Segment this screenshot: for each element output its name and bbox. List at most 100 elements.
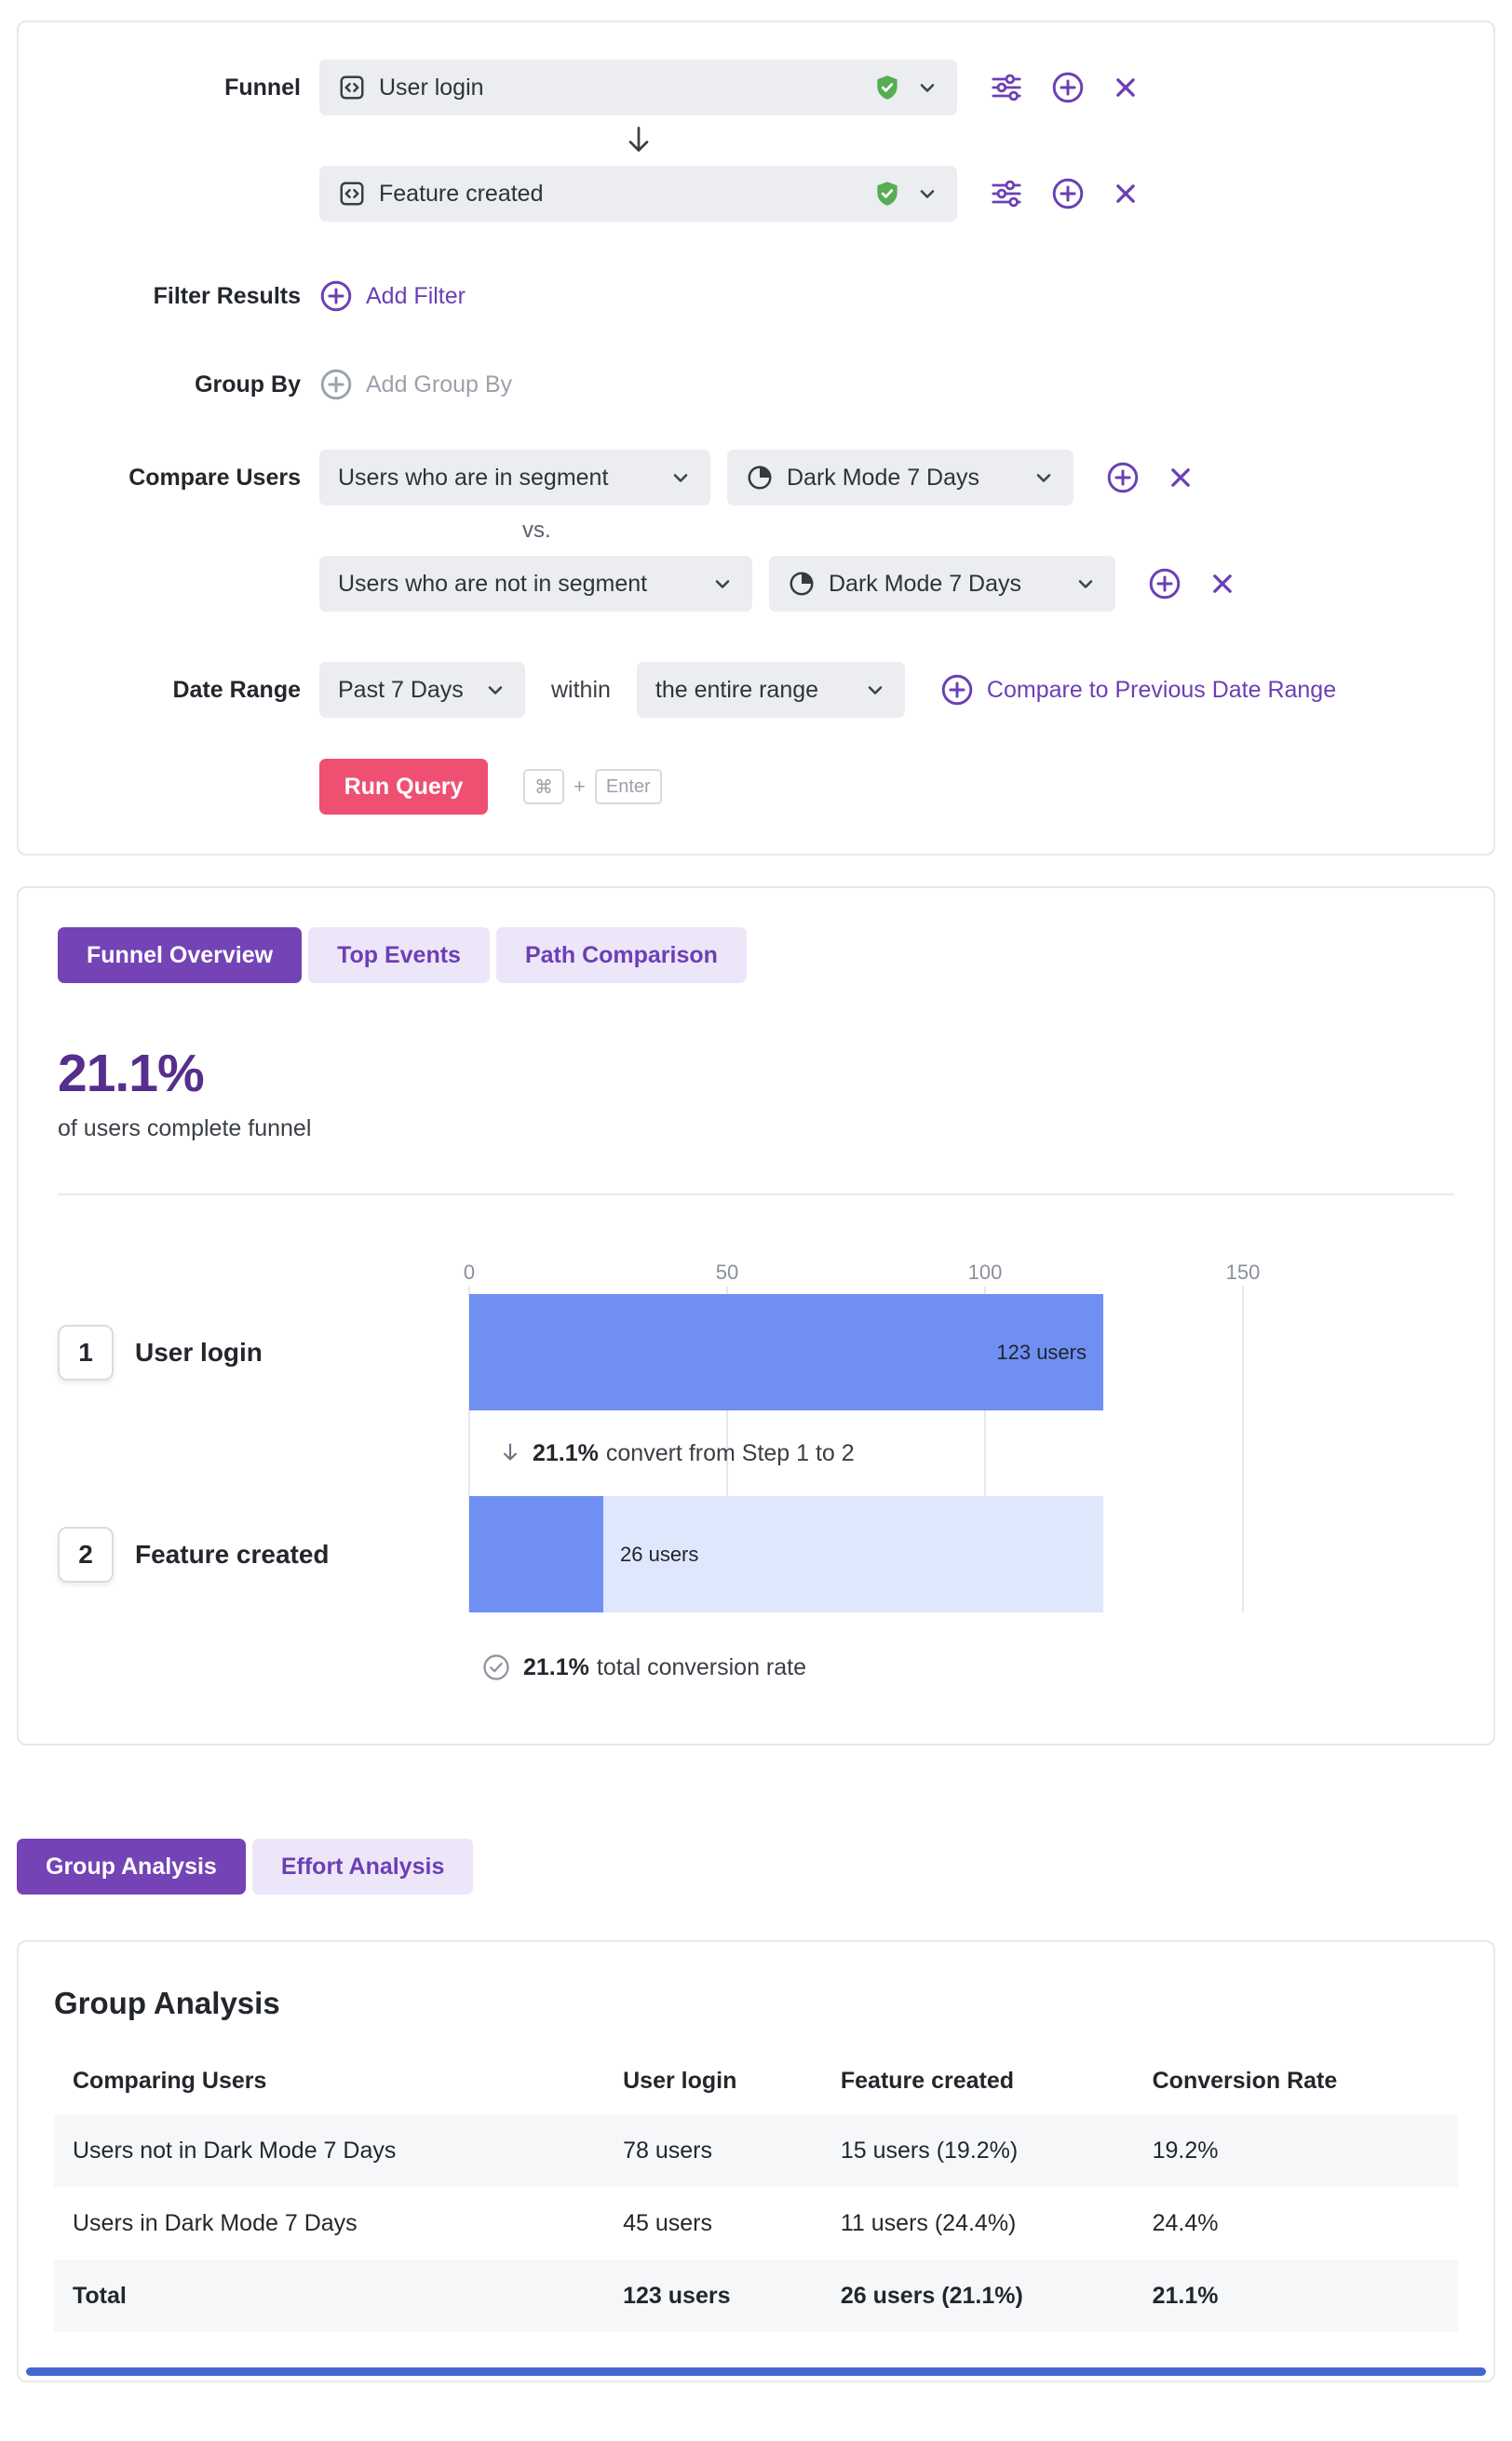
step-label: User login xyxy=(135,1337,263,1367)
total-conversion-percent: 21.1% xyxy=(523,1653,589,1680)
date-range-value: Past 7 Days xyxy=(338,676,464,703)
add-comparison-button[interactable] xyxy=(1106,461,1140,494)
table-total-row: Total 123 users 26 users (21.1%) 21.1% xyxy=(54,2259,1458,2332)
analysis-tabs: Group Analysis Effort Analysis xyxy=(17,1839,1512,1895)
segment-criteria-select[interactable]: Users who are in segment xyxy=(319,450,710,506)
funnel-step-row: Feature created xyxy=(319,166,1139,222)
group-by-row: Group By Add Group By xyxy=(19,368,1493,401)
chevron-down-icon xyxy=(916,76,938,99)
step-number-badge: 1 xyxy=(58,1324,114,1381)
event-icon xyxy=(338,74,366,101)
step-conversion-percent: 21.1% xyxy=(533,1439,599,1466)
step-settings-button[interactable] xyxy=(990,177,1023,210)
conversion-caption: of users complete funnel xyxy=(58,1115,312,1141)
group-by-label: Group By xyxy=(195,371,301,398)
run-query-button[interactable]: Run Query xyxy=(319,759,488,815)
axis-tick: 150 xyxy=(1225,1261,1261,1284)
pie-chart-icon xyxy=(746,464,774,492)
segment-value: Dark Mode 7 Days xyxy=(787,464,980,491)
cell-feature-created: 15 users (19.2%) xyxy=(840,2137,1019,2164)
cell-user-login: 123 users xyxy=(623,2282,731,2309)
event-select-step-1[interactable]: User login xyxy=(319,60,957,115)
total-conversion-text: total conversion rate xyxy=(596,1653,807,1680)
event-name: User login xyxy=(379,74,484,101)
event-select-step-2[interactable]: Feature created xyxy=(319,166,957,222)
divider xyxy=(58,1194,1454,1195)
results-tabs: Funnel Overview Top Events Path Comparis… xyxy=(58,927,1454,983)
funnel-step-row: User login xyxy=(319,60,1139,115)
arrow-down-icon xyxy=(499,1441,521,1465)
cell-group: Users in Dark Mode 7 Days xyxy=(73,2209,358,2236)
step-number-badge: 2 xyxy=(58,1526,114,1583)
step-2-bar-value: 26 users xyxy=(620,1542,699,1566)
run-query-row: Run Query ⌘ + Enter xyxy=(19,759,1493,815)
compare-previous-range-button[interactable]: Compare to Previous Date Range xyxy=(940,673,1336,707)
pie-chart-icon xyxy=(788,570,816,598)
tab-top-events[interactable]: Top Events xyxy=(308,927,490,983)
step-conversion-text: convert from Step 1 to 2 xyxy=(605,1439,855,1466)
vs-label: vs. xyxy=(522,518,551,543)
tab-path-comparison[interactable]: Path Comparison xyxy=(495,927,747,983)
funnel-results-card: Funnel Overview Top Events Path Comparis… xyxy=(17,886,1495,1746)
plus-circle-icon xyxy=(319,279,353,313)
within-label: within xyxy=(551,676,611,703)
segment-criteria-select[interactable]: Users who are not in segment xyxy=(319,556,752,612)
add-comparison-button[interactable] xyxy=(1148,567,1181,600)
funnel-step-2-row: 2 Feature created 26 users xyxy=(58,1496,1454,1612)
vs-row: vs. xyxy=(19,506,1493,556)
add-group-by-button[interactable]: Add Group By xyxy=(319,368,512,401)
remove-comparison-button[interactable] xyxy=(1209,571,1235,597)
date-scope-select[interactable]: the entire range xyxy=(636,662,905,718)
compare-previous-range-label: Compare to Previous Date Range xyxy=(986,676,1337,703)
table-row: Users not in Dark Mode 7 Days 78 users 1… xyxy=(54,2114,1458,2187)
step-settings-button[interactable] xyxy=(990,71,1023,104)
plus-circle-icon xyxy=(940,673,974,707)
group-analysis-table: Comparing Users User login Feature creat… xyxy=(54,2047,1458,2332)
criteria-value: Users who are not in segment xyxy=(338,570,648,597)
step-conversion-row: 21.1% convert from Step 1 to 2 xyxy=(469,1410,1454,1496)
remove-comparison-button[interactable] xyxy=(1168,465,1194,491)
step-label: Feature created xyxy=(135,1539,330,1569)
date-range-label: Date Range xyxy=(172,676,301,703)
tab-group-analysis[interactable]: Group Analysis xyxy=(17,1839,246,1895)
filter-results-row: Filter Results Add Filter xyxy=(19,279,1493,313)
cell-group: Total xyxy=(73,2282,127,2309)
add-step-button[interactable] xyxy=(1051,71,1085,104)
col-header-comparing-users: Comparing Users xyxy=(73,2067,267,2094)
chevron-down-icon xyxy=(484,679,506,701)
segment-select[interactable]: Dark Mode 7 Days xyxy=(769,556,1115,612)
add-step-button[interactable] xyxy=(1051,177,1085,210)
remove-step-button[interactable] xyxy=(1113,181,1139,207)
cell-user-login: 78 users xyxy=(623,2137,713,2164)
tab-funnel-overview[interactable]: Funnel Overview xyxy=(58,927,303,983)
tab-effort-analysis[interactable]: Effort Analysis xyxy=(251,1839,474,1895)
segment-select[interactable]: Dark Mode 7 Days xyxy=(727,450,1073,506)
check-circle-icon xyxy=(482,1653,510,1681)
chart-axis: 0 50 100 150 xyxy=(464,1247,1454,1294)
chevron-down-icon xyxy=(916,182,938,205)
page-bottom-spacer xyxy=(0,2382,1512,2397)
event-icon xyxy=(338,180,366,208)
step-2-bar-track: 26 users xyxy=(469,1496,1103,1612)
add-filter-button[interactable]: Add Filter xyxy=(319,279,466,313)
date-range-row: Date Range Past 7 Days within the entire… xyxy=(19,662,1493,718)
remove-step-button[interactable] xyxy=(1113,74,1139,101)
cell-conversion-rate: 19.2% xyxy=(1152,2137,1219,2164)
step-flow-arrow-icon xyxy=(319,115,957,166)
date-range-select[interactable]: Past 7 Days xyxy=(319,662,525,718)
compare-users-row-2: Users who are not in segment Dark Mode 7… xyxy=(19,556,1493,612)
axis-tick: 0 xyxy=(463,1261,476,1284)
col-header-user-login: User login xyxy=(623,2067,737,2094)
step-2-bar xyxy=(469,1496,603,1612)
verified-shield-icon xyxy=(873,74,901,101)
event-name: Feature created xyxy=(379,180,544,207)
plus-sign: + xyxy=(574,775,586,798)
step-1-bar: 123 users xyxy=(469,1294,1103,1410)
bottom-scrollbar[interactable] xyxy=(26,2367,1486,2376)
group-analysis-title: Group Analysis xyxy=(54,1986,280,2020)
table-header-row: Comparing Users User login Feature creat… xyxy=(54,2047,1458,2114)
chevron-down-icon xyxy=(669,466,692,489)
chevron-down-icon xyxy=(1074,573,1097,595)
chevron-down-icon xyxy=(1033,466,1055,489)
funnel-chart: 0 50 100 150 1 User login 123 users xyxy=(58,1247,1454,1681)
